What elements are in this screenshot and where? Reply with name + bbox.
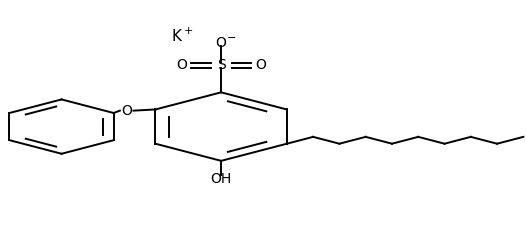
Text: O: O	[176, 58, 187, 72]
Text: −: −	[226, 33, 236, 43]
Text: +: +	[184, 26, 194, 36]
Text: O: O	[255, 58, 266, 72]
Text: S: S	[217, 58, 226, 72]
Text: O: O	[216, 36, 227, 50]
Text: K: K	[171, 29, 181, 44]
Text: OH: OH	[210, 172, 232, 185]
Text: O: O	[121, 104, 132, 118]
